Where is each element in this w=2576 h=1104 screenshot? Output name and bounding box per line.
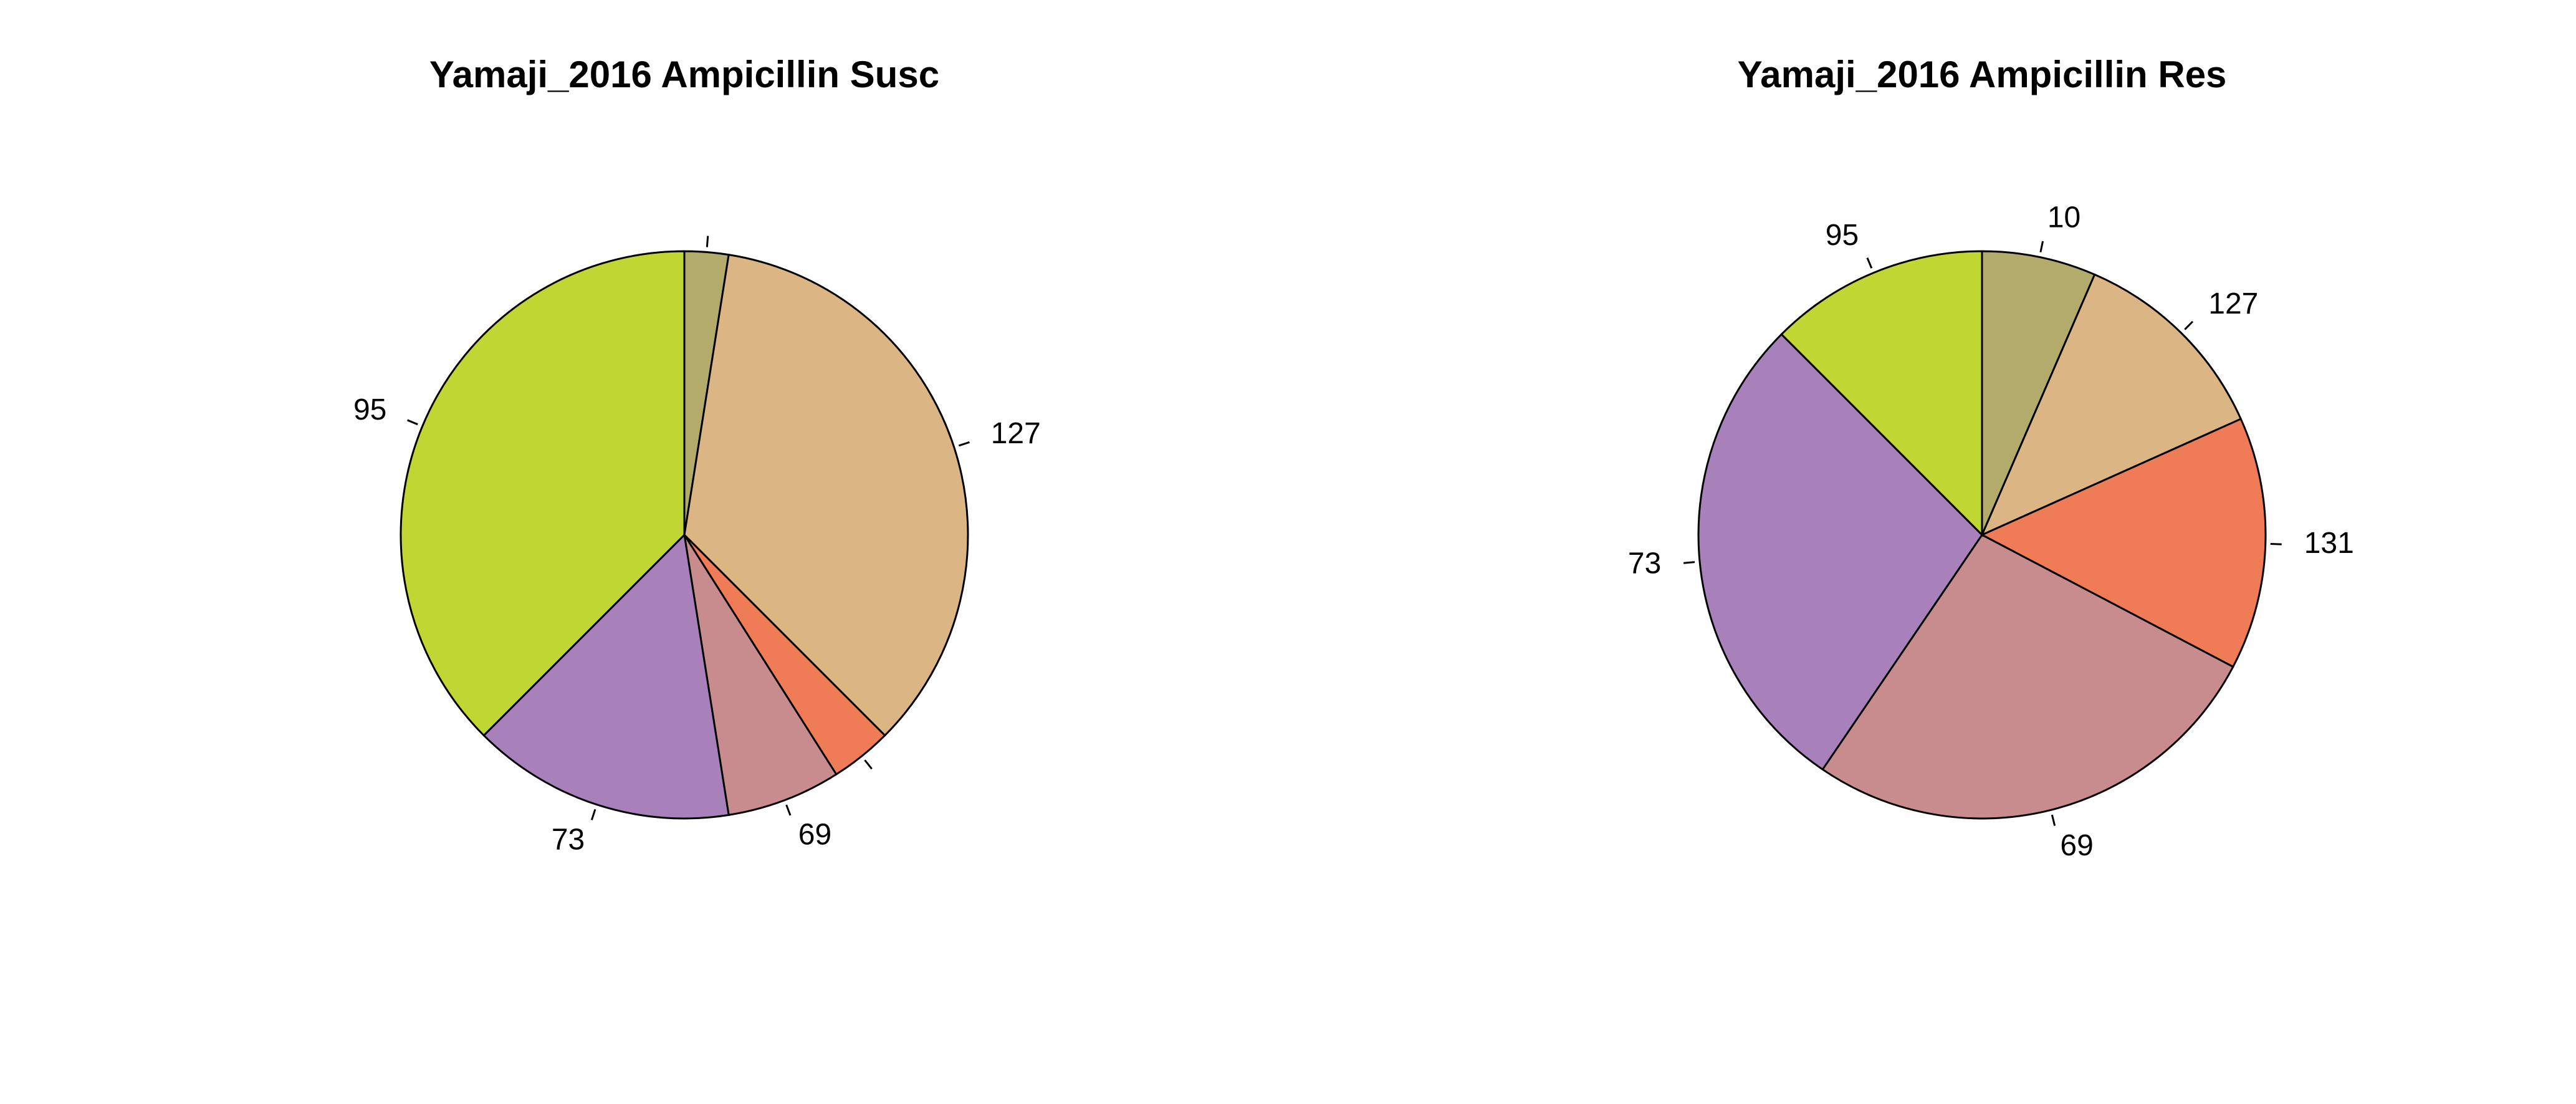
pie-slice	[482, 532, 730, 820]
slice-tick	[2051, 814, 2056, 826]
slice-tick	[958, 441, 970, 447]
slice-label: 127	[2208, 287, 2258, 320]
pie-slice	[400, 250, 686, 737]
slice-tick	[2270, 543, 2282, 545]
pie-slice	[1980, 273, 2243, 537]
slice-label: 95	[353, 393, 386, 426]
slice-label: 127	[991, 417, 1041, 450]
slice-tick	[864, 759, 873, 770]
slice-tick	[1866, 257, 1873, 269]
slice-label: 95	[1826, 219, 1859, 252]
pie-chart-susc: Yamaji_2016 Ampicillin Susc 127 69 73 95	[353, 54, 1041, 856]
slice-tick	[2184, 320, 2194, 330]
slice-label: 73	[552, 823, 585, 856]
slice-label: 73	[1628, 547, 1661, 580]
pie-slice	[1980, 418, 2267, 668]
slice-label: 69	[798, 818, 831, 851]
pie-slice	[1697, 333, 1983, 771]
pie-slice	[683, 253, 969, 737]
pie-slice	[1821, 534, 2234, 820]
pie-slice	[1981, 250, 2096, 535]
slice-label: 10	[2047, 201, 2080, 234]
chart-title-res: Yamaji_2016 Ampicillin Res	[1738, 54, 2227, 95]
slice-tick	[785, 804, 792, 816]
slice-label: 131	[2304, 527, 2354, 560]
pie-susc: 127 69 73 95	[353, 236, 1041, 856]
pie-res: 10 127 131 69 73 95	[1628, 201, 2354, 862]
slice-label: 69	[2060, 829, 2093, 862]
pie-slice	[683, 534, 838, 817]
slice-tick	[1683, 561, 1695, 564]
chart-title-susc: Yamaji_2016 Ampicillin Susc	[429, 54, 939, 95]
slice-tick	[407, 419, 418, 426]
slice-tick	[2039, 241, 2044, 252]
pie-chart-res: Yamaji_2016 Ampicillin Res 10 127 131 69 73 9…	[1628, 54, 2354, 862]
pie-slice	[1780, 250, 1983, 537]
slice-tick	[590, 809, 596, 820]
